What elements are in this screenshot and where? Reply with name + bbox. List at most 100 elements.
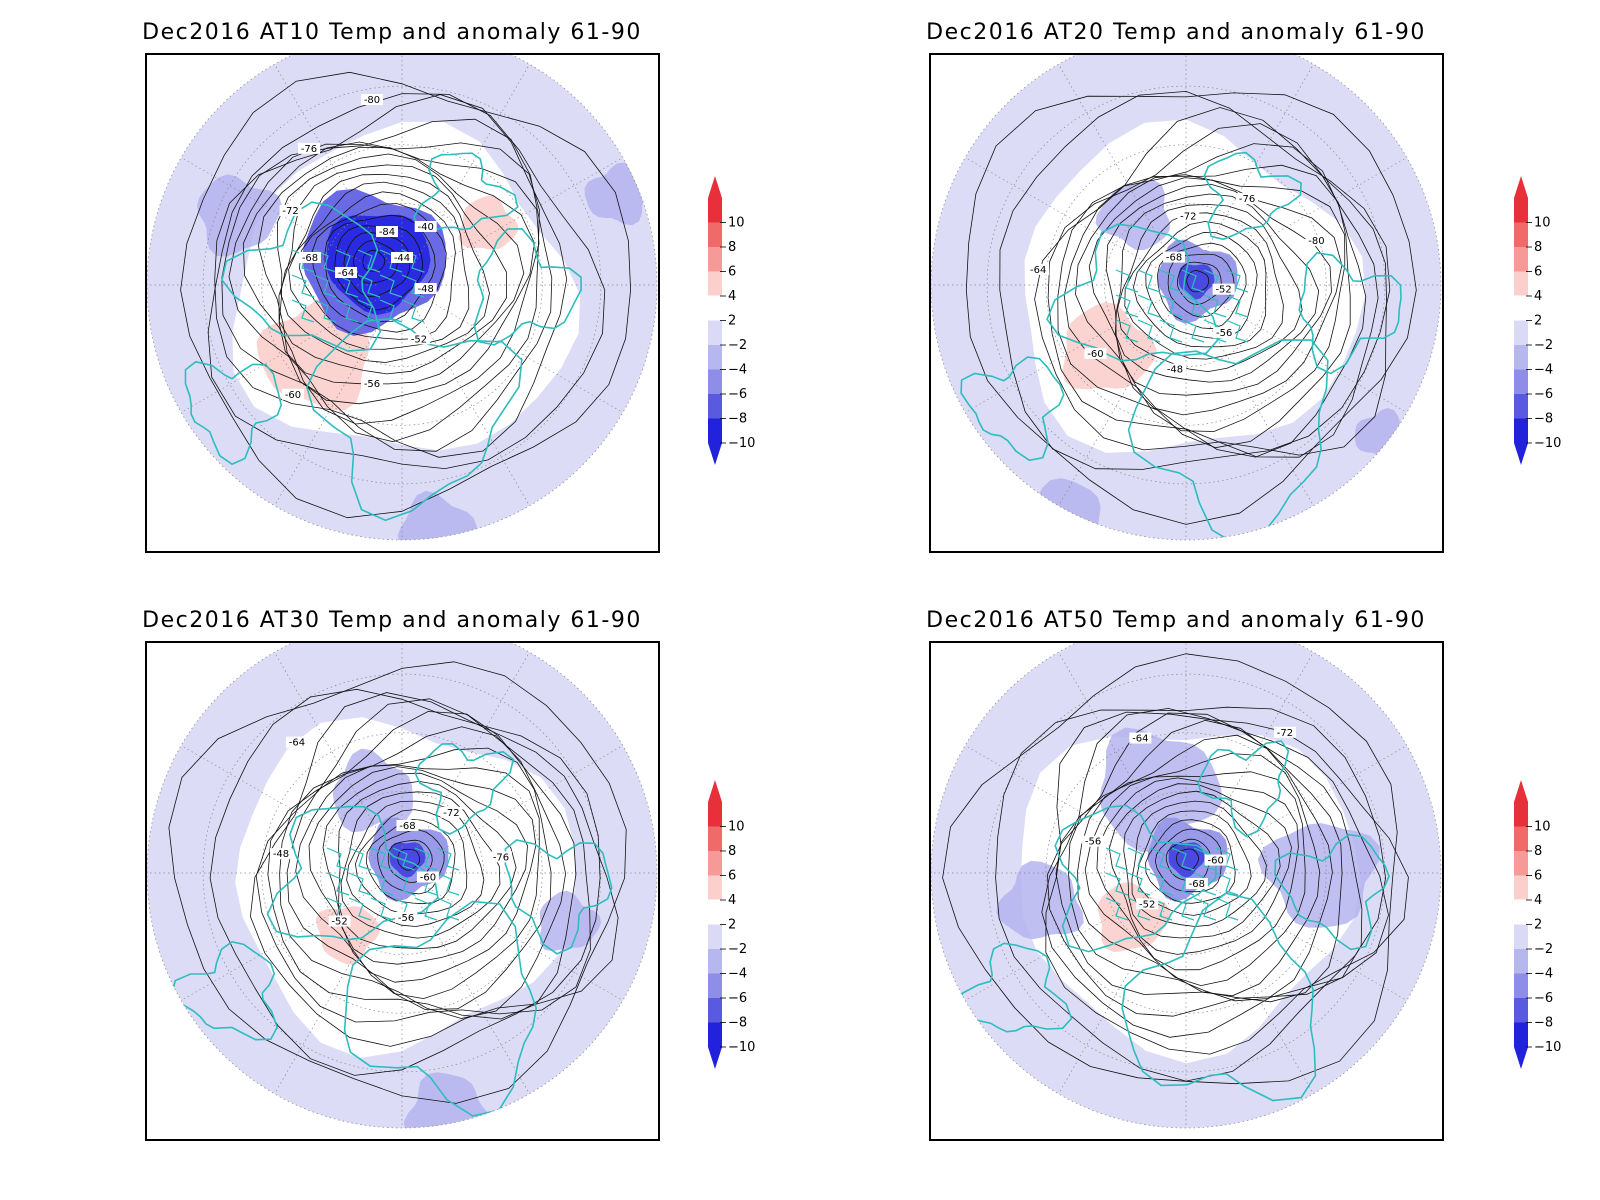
latitude-circle: [1045, 144, 1327, 426]
temperature-contour: [1046, 712, 1363, 1017]
temperature-contour: [1114, 193, 1320, 383]
coastline: [306, 317, 523, 522]
colorbar-segment: [1514, 345, 1528, 370]
colorbar-bottom-arrow: [708, 1047, 722, 1069]
contour-label-bg: [414, 221, 437, 232]
contour-label-bg: [395, 911, 418, 923]
colorbar-tick-label: 6: [728, 869, 736, 884]
colorbar-tick-label: 10: [1534, 820, 1551, 835]
temperature-contour: [1088, 177, 1343, 416]
boundary-line: [1171, 897, 1195, 921]
temperature-contour: [397, 848, 421, 871]
contour-label-bg: [1213, 327, 1236, 339]
boundary-line: [1215, 847, 1239, 871]
map-disc: [147, 55, 657, 540]
map-panel-at10: -44 -48 -52 -56 -60 -64 -68 -72 -76 -80 -84 -40: [145, 53, 660, 553]
colorbar-tick-label: 10: [1534, 216, 1551, 231]
colorbar-tick-label: −10: [728, 436, 755, 451]
colorbar-segment: [708, 973, 722, 998]
colorbar-tick-label: 8: [728, 844, 736, 859]
contour-label-bg: [361, 378, 383, 389]
colorbar-tick-label: −10: [1534, 1040, 1561, 1055]
temperature-contour: [1167, 253, 1235, 318]
contour-label-bg: [1236, 193, 1259, 205]
boundary-line: [326, 847, 350, 871]
temperature-contour: [340, 791, 501, 939]
anomaly-negative-patch: [539, 890, 602, 952]
contour-label: -56: [1216, 328, 1232, 339]
boundary-line: [1225, 319, 1249, 343]
colorbar-at50: 10 8 6 4 2 −2 −4 −6 −8 −10: [1512, 780, 1582, 1070]
latitude-circle: [261, 732, 543, 1014]
temperature-contour: [311, 202, 447, 333]
contour-label-bg: [328, 915, 351, 927]
colorbar-tick-label: 10: [728, 820, 745, 835]
colorbar-segment: [1514, 998, 1528, 1023]
temperature-contour: [1096, 777, 1299, 971]
colorbar-tick-label: 10: [728, 216, 745, 231]
boundary-line: [379, 299, 403, 323]
boundary-line: [1137, 269, 1161, 293]
contour-label-bg: [376, 226, 398, 238]
boundary-line: [1115, 269, 1139, 293]
colorbar-segment: [1514, 826, 1528, 851]
boundary-line: [370, 847, 394, 871]
colorbar-segment: [708, 345, 722, 370]
anomaly-negative-patch: [584, 162, 646, 226]
contour-label-bg: [335, 267, 358, 278]
boundary-line: [326, 872, 350, 896]
colorbar-tick-label: −2: [728, 338, 747, 353]
colorbar-segment: [708, 320, 722, 345]
temperature-contour: [1034, 107, 1388, 456]
contour-label: -84: [379, 227, 395, 238]
colorbar-segment: [1514, 1022, 1528, 1047]
colorbar-segment: [708, 198, 722, 223]
boundary-line: [370, 897, 394, 921]
contour-label: -72: [282, 206, 298, 217]
colorbar-tick-label: −8: [1534, 1016, 1553, 1031]
panel-title-at30: Dec2016 AT30 Temp and anomaly 61-90: [142, 608, 642, 633]
temperature-contour: [1145, 819, 1236, 904]
polar-map-at50: -68 -52 -56 -64 -72 -60: [931, 643, 1442, 1129]
boundary-line: [335, 299, 359, 323]
temperature-contour: [228, 142, 540, 443]
coastline: [414, 742, 515, 835]
colorbar-segment: [708, 826, 722, 851]
contour-label: -80: [364, 95, 380, 106]
contour-label: -80: [1308, 236, 1324, 247]
contour-label: -44: [394, 253, 410, 264]
temperature-contour: [1055, 719, 1343, 1003]
coastline: [1121, 892, 1317, 1102]
colorbar-top-arrow: [708, 176, 722, 198]
colorbar-segment: [1514, 418, 1528, 443]
colorbar-segment: [708, 924, 722, 949]
colorbar-tick-label: 8: [1534, 844, 1542, 859]
latitude-circle: [320, 791, 484, 955]
colorbar-segment: [1513, 295, 1529, 321]
contour-label: -56: [1085, 837, 1101, 848]
coastline: [221, 201, 382, 352]
colorbar-at10: 10 8 6 4 2 −2 −4 −6 −8 −10: [706, 176, 776, 466]
colorbar-tick-label: 4: [1534, 893, 1542, 908]
colorbar-segment: [1514, 394, 1528, 419]
boundary-line: [357, 299, 381, 323]
panel-title-at10: Dec2016 AT10 Temp and anomaly 61-90: [142, 20, 642, 45]
boundary-line: [401, 274, 425, 298]
temperature-contour: [308, 766, 537, 983]
colorbar-segment: [708, 222, 722, 247]
colorbar-segment: [1514, 973, 1528, 998]
temperature-contour: [295, 764, 540, 1000]
contour-label: -48: [418, 284, 434, 295]
colorbar-bottom-arrow: [708, 443, 722, 465]
boundary-line: [370, 872, 394, 896]
contour-label-bg: [416, 871, 439, 883]
contour-label-bg: [270, 848, 293, 860]
colorbar-at20: 10 8 6 4 2 −2 −4 −6 −8 −10: [1512, 176, 1582, 466]
map-panel-at50: -68 -52 -56 -64 -72 -60: [929, 641, 1444, 1141]
colorbar-tick-label: −6: [1534, 991, 1553, 1006]
temperature-contour: [1075, 174, 1346, 432]
contour-label-bg: [1185, 877, 1208, 889]
boundary-line: [1203, 294, 1227, 318]
contour-label-bg: [1212, 283, 1235, 295]
contour-label: -48: [1167, 365, 1183, 376]
